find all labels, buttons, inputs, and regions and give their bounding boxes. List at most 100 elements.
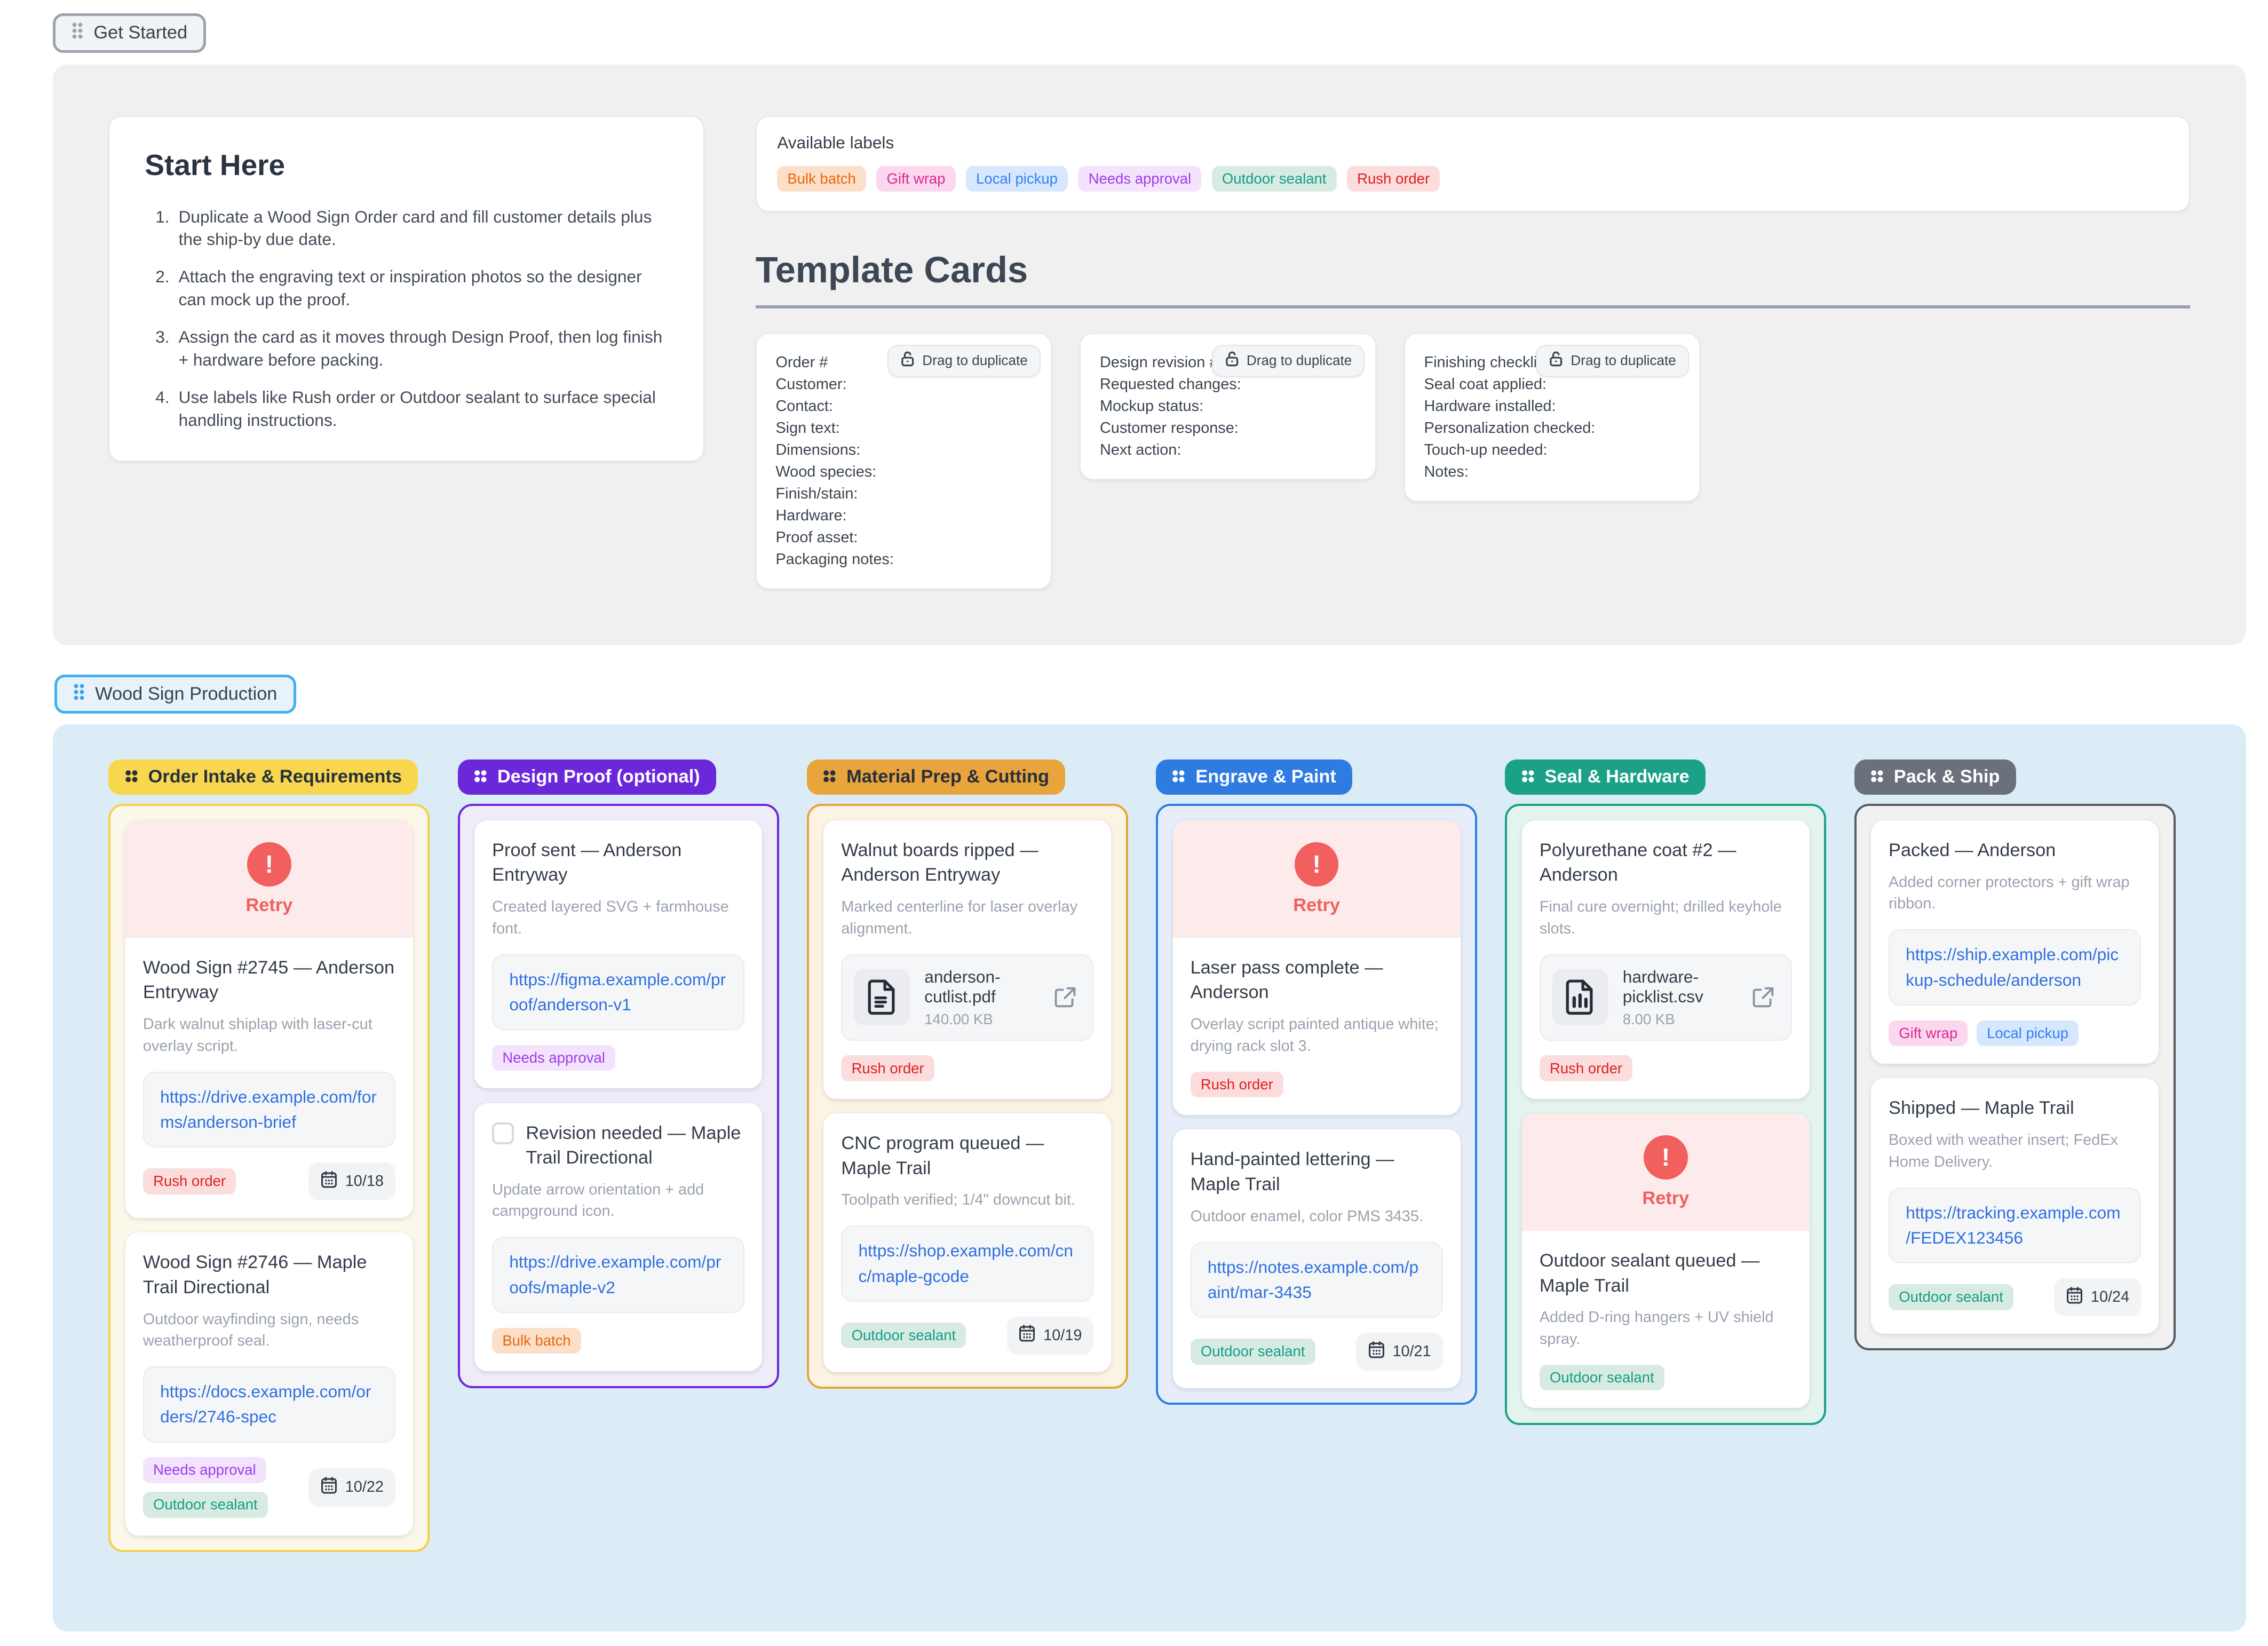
start-here-card: Start Here Duplicate a Wood Sign Order c… <box>108 115 704 462</box>
card-footer: Outdoor sealant 10/19 <box>841 1316 1094 1355</box>
card-title: Proof sent — Anderson Entryway <box>492 840 682 885</box>
label-chip: Gift wrap <box>876 165 956 192</box>
card-footer: Bulk batch <box>492 1327 744 1354</box>
drag-handle-icon <box>1870 766 1884 787</box>
attachment[interactable]: hardware-picklist.csv 8.00 KB <box>1539 954 1792 1041</box>
template-card-fields: Design revision # Requested changes: Mocku… <box>1100 352 1356 461</box>
lock-icon <box>1225 350 1239 371</box>
kanban-card[interactable]: Proof sent — Anderson Entryway Created la… <box>474 820 763 1089</box>
label-chip: Rush order <box>1346 165 1440 192</box>
card-labels: Needs approval <box>492 1044 744 1071</box>
column-body: Walnut boards ripped — Anderson Entryway… <box>806 803 1128 1389</box>
card-labels: Outdoor sealant <box>1190 1339 1344 1365</box>
template-field: Customer response: <box>1099 420 1239 437</box>
error-exclamation-icon: ! <box>247 842 291 887</box>
card-link-box: https://notes.example.com/paint/mar-3435 <box>1190 1241 1443 1318</box>
template-card[interactable]: Finishing checklist Seal coat applied: Har… <box>1403 333 1701 502</box>
card-title-row: Shipped — Maple Trail <box>1889 1096 2141 1120</box>
available-labels-card: Available labels Bulk batch Gift wrap Loca… <box>755 115 2191 212</box>
column-header[interactable]: Design Proof (optional) <box>457 759 716 795</box>
retry-button[interactable]: Retry <box>1642 1188 1690 1209</box>
card-body: Hand-painted lettering — Maple Trail Outd… <box>1173 1129 1461 1388</box>
template-field: Requested changes: <box>1099 376 1241 393</box>
card-link[interactable]: https://tracking.example.com/FEDEX123456 <box>1906 1202 2121 1247</box>
column-header[interactable]: Pack & Ship <box>1854 759 2016 795</box>
column-title: Design Proof (optional) <box>497 766 700 787</box>
template-field: Sign text: <box>775 420 840 437</box>
template-field: Dimensions: <box>775 441 861 459</box>
kanban-card[interactable]: ! Retry Outdoor sealant queued — Maple Tra… <box>1521 1113 1810 1408</box>
retry-button[interactable]: Retry <box>1293 895 1341 916</box>
template-card[interactable]: Design revision # Requested changes: Mocku… <box>1080 333 1376 480</box>
card-body: Wood Sign #2746 — Maple Trail Directiona… <box>125 1232 413 1535</box>
card-title-row: Walnut boards ripped — Anderson Entryway <box>841 838 1093 888</box>
card-title-row: Proof sent — Anderson Entryway <box>492 838 744 888</box>
kanban-card[interactable]: Hand-painted lettering — Maple Trail Outd… <box>1172 1129 1461 1388</box>
card-link[interactable]: https://figma.example.com/proof/anderson… <box>509 969 726 1014</box>
template-cards-heading: Template Cards <box>755 249 1028 290</box>
label-chip: Outdoor sealant <box>1190 1339 1315 1365</box>
card-labels: Rush order <box>841 1055 1093 1081</box>
card-description: Created layered SVG + farmhouse font. <box>492 898 729 937</box>
kanban-card[interactable]: CNC program queued — Maple Trail Toolpath… <box>823 1113 1112 1372</box>
calendar-icon <box>320 1476 338 1499</box>
calendar-icon <box>2066 1286 2083 1309</box>
column-header[interactable]: Engrave & Paint <box>1156 759 1353 795</box>
attachment[interactable]: anderson-cutlist.pdf 140.00 KB <box>841 954 1094 1041</box>
card-link[interactable]: https://drive.example.com/proofs/maple-v… <box>509 1252 721 1297</box>
card-description: Dark walnut shiplap with laser-cut overl… <box>142 1016 372 1055</box>
drag-handle-icon <box>125 766 138 787</box>
card-title: Packed — Anderson <box>1889 840 2056 861</box>
error-exclamation-icon: ! <box>1644 1135 1688 1180</box>
kanban-card[interactable]: ! Retry Wood Sign #2745 — Anderson Entrywa… <box>125 820 413 1218</box>
card-link[interactable]: https://ship.example.com/pickup-schedule… <box>1906 945 2119 990</box>
card-body: Walnut boards ripped — Anderson Entryway… <box>823 820 1111 1099</box>
card-body: Polyurethane coat #2 — Anderson Final cur… <box>1522 820 1810 1099</box>
template-field: Design revision # <box>1099 354 1218 371</box>
template-card-fields: Finishing checklist Seal coat applied: Har… <box>1424 352 1680 483</box>
card-link[interactable]: https://drive.example.com/forms/anderson… <box>160 1087 377 1131</box>
card-link[interactable]: https://docs.example.com/orders/2746-spe… <box>160 1381 371 1427</box>
column-header[interactable]: Seal & Hardware <box>1505 759 1706 795</box>
card-title: CNC program queued — Maple Trail <box>841 1133 1044 1178</box>
column-header[interactable]: Order Intake & Requirements <box>108 759 418 795</box>
card-title: Wood Sign #2745 — Anderson Entryway <box>142 957 395 1003</box>
external-link-icon[interactable] <box>1752 986 1779 1008</box>
kanban-card[interactable]: Packed — Anderson Added corner protectors… <box>1871 820 2159 1064</box>
template-field: Mockup status: <box>1099 398 1204 415</box>
card-link[interactable]: https://shop.example.com/cnc/maple-gcode <box>858 1241 1073 1286</box>
card-link[interactable]: https://notes.example.com/paint/mar-3435 <box>1207 1257 1419 1302</box>
card-footer: Rush order <box>841 1055 1093 1081</box>
template-field: Touch-up needed: <box>1424 441 1548 459</box>
card-footer: Gift wrap Local pickup <box>1889 1020 2141 1046</box>
template-card[interactable]: Order # Customer: Contact: Sign text: Dimens… <box>755 333 1052 590</box>
card-title: Revision needed — Maple Trail Directiona… <box>526 1122 741 1168</box>
card-body: Wood Sign #2745 — Anderson Entryway Dark … <box>125 938 413 1218</box>
get-started-panel: Start Here Duplicate a Wood Sign Order c… <box>52 64 2246 645</box>
kanban-card[interactable]: Revision needed — Maple Trail Directiona… <box>474 1103 763 1372</box>
external-link-icon[interactable] <box>1054 986 1081 1008</box>
kanban-card[interactable]: Wood Sign #2746 — Maple Trail Directiona… <box>125 1232 413 1536</box>
due-date-value: 10/19 <box>1043 1326 1082 1344</box>
card-description: Update arrow orientation + add campgroun… <box>492 1181 704 1220</box>
card-link-box: https://drive.example.com/forms/anderson… <box>142 1071 395 1148</box>
card-title-row: Wood Sign #2745 — Anderson Entryway <box>143 955 395 1005</box>
kanban-card[interactable]: Shipped — Maple Trail Boxed with weather … <box>1871 1078 2159 1334</box>
kanban-card[interactable]: ! Retry Laser pass complete — Anderson Over… <box>1172 820 1461 1115</box>
retry-button[interactable]: Retry <box>245 895 293 916</box>
board-title-badge[interactable]: Wood Sign Production <box>54 674 296 714</box>
get-started-badge[interactable]: Get Started <box>52 13 207 53</box>
label-chip: Outdoor sealant <box>1539 1364 1664 1391</box>
start-here-steps: Duplicate a Wood Sign Order card and fil… <box>145 205 668 432</box>
card-footer: Outdoor sealant 10/24 <box>1889 1278 2142 1317</box>
card-checkbox[interactable] <box>492 1122 514 1144</box>
kanban-card[interactable]: Polyurethane coat #2 — Anderson Final cur… <box>1521 820 1810 1099</box>
column-body: ! Retry Wood Sign #2745 — Anderson Entrywa… <box>108 803 430 1553</box>
column-header[interactable]: Material Prep & Cutting <box>806 759 1066 795</box>
template-field: Customer: <box>775 376 847 393</box>
card-labels: Rush order <box>1539 1055 1792 1081</box>
board-column: Order Intake & Requirements! Retry Wood Si… <box>108 759 430 1553</box>
due-date-chip: 10/18 <box>308 1162 395 1200</box>
kanban-card[interactable]: Walnut boards ripped — Anderson Entryway… <box>823 820 1112 1099</box>
